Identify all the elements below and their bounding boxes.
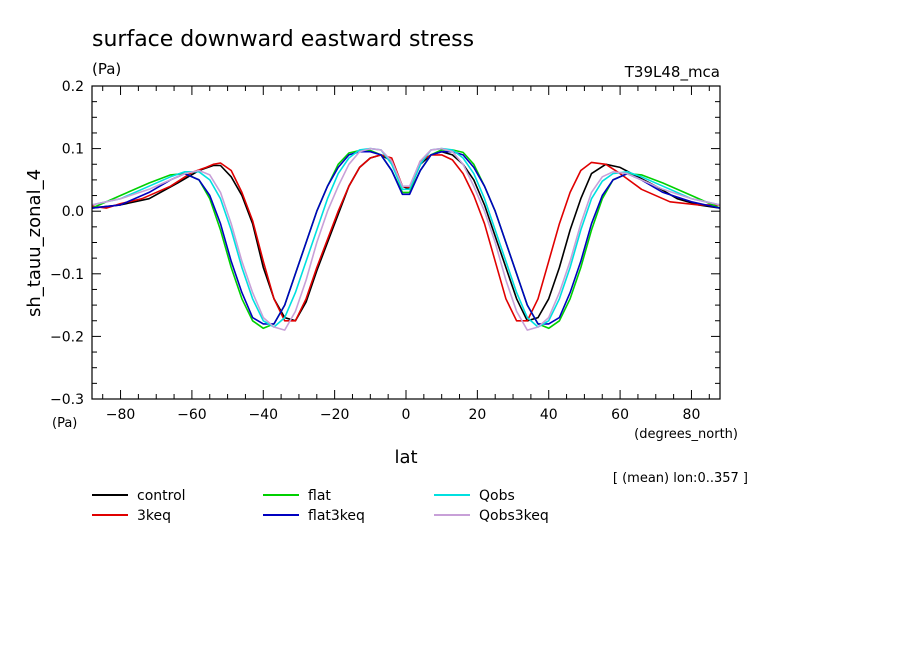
legend-label-control: control xyxy=(137,488,186,504)
legend-label-flat: flat xyxy=(308,488,331,504)
footnote: [ (mean) lon:0..357 ] xyxy=(613,471,748,486)
experiment-label: T39L48_mca xyxy=(624,63,720,82)
y-tick-label: −0.3 xyxy=(50,392,84,408)
plot-frame xyxy=(91,85,721,400)
legend-label-flat3keq: flat3keq xyxy=(308,508,365,524)
x-tick-label: −60 xyxy=(177,407,207,423)
x-tick-label: −80 xyxy=(106,407,136,423)
series-line-flat3keq xyxy=(91,150,721,325)
y-tick-label: 0.1 xyxy=(62,142,84,158)
y-tick-label: 0.2 xyxy=(62,79,84,95)
x-axis-label: lat xyxy=(394,447,417,468)
x-tick-label: 40 xyxy=(540,407,558,423)
x-tick-label: 60 xyxy=(611,407,629,423)
y-units-bottom: (Pa) xyxy=(52,416,77,431)
x-tick-label: −40 xyxy=(248,407,278,423)
x-tick-label: 20 xyxy=(468,407,486,423)
series-line-flat xyxy=(91,149,721,330)
y-tick-label: 0.0 xyxy=(62,204,84,220)
x-tick-label: 80 xyxy=(683,407,701,423)
x-tick-label: −20 xyxy=(320,407,350,423)
series-line-qobs3keq xyxy=(91,147,721,331)
series-lines xyxy=(91,147,721,331)
series-line-3keq xyxy=(91,154,720,322)
legend-label-3keq: 3keq xyxy=(137,508,171,524)
legend-label-qobs3keq: Qobs3keq xyxy=(479,508,549,524)
series-line-qobs xyxy=(91,147,721,328)
units-label: (Pa) xyxy=(92,60,121,78)
y-tick-label: −0.1 xyxy=(50,267,84,283)
x-tick-label: 0 xyxy=(402,407,411,423)
axis-ticks: −80 −60 −40 −20 0 20 40 60 80 −0.3 −0.2 −0.1 0.0 0.1 0… xyxy=(50,79,720,423)
y-tick-label: −0.2 xyxy=(50,329,84,345)
x-units-label: (degrees_north) xyxy=(634,427,738,442)
legend: control 3keq flat flat3keq Qobs Qobs3keq xyxy=(92,488,549,524)
y-axis-label: sh_tauu_zonal_4 xyxy=(24,169,45,317)
chart-title: surface downward eastward stress xyxy=(92,27,474,52)
legend-label-qobs: Qobs xyxy=(479,488,515,504)
